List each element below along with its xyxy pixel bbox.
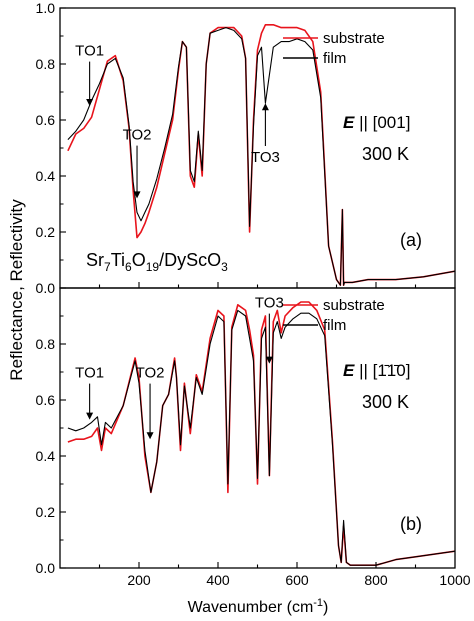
sample-formula-subscript: 3	[221, 260, 228, 274]
legend-label-film: film	[323, 317, 346, 334]
annotation-label-to1: TO1	[75, 43, 104, 60]
sample-formula: Sr7Ti6O19/DyScO3	[86, 250, 228, 274]
legend-label-film: film	[323, 50, 346, 67]
annotation-label-to2: TO2	[123, 127, 152, 144]
annotation-label-to2: TO2	[136, 365, 165, 382]
polarization-label: E || [1̄1̄0]	[343, 361, 410, 380]
sample-formula-element: O	[132, 250, 146, 270]
y-tick-label: 0.6	[36, 112, 56, 128]
y-tick-label: 0.4	[36, 448, 56, 464]
panel-label: (b)	[400, 514, 422, 534]
y-tick-label: 0.2	[36, 504, 56, 520]
polarization-value: [1̄1̄0]	[373, 361, 411, 380]
annotation-label-to1: TO1	[75, 365, 104, 382]
panel-a: 0.0 0.2 0.4 0.6 0.8 1.0 substrate film TO1 TO2 TO3…	[36, 0, 456, 296]
x-tick-label: 200	[127, 572, 151, 588]
polarization-sep: ||	[354, 113, 372, 132]
x-axis-label-end: )	[323, 599, 328, 616]
polarization-e: E	[343, 113, 355, 132]
sample-formula-subscript: 19	[146, 260, 160, 274]
annotation-label-to3: TO3	[251, 149, 280, 166]
y-tick-label: 0.6	[36, 392, 56, 408]
x-axis-label: Wavenumber (cm-1)	[188, 597, 329, 616]
annotation-arrow-head	[146, 432, 154, 440]
sample-formula-subscript: 6	[125, 260, 132, 274]
x-axis-label-sup: -1	[313, 597, 323, 609]
panel-label: (a)	[400, 230, 422, 250]
y-tick-label: 1.0	[36, 0, 56, 16]
polarization-e: E	[343, 361, 355, 380]
annotation-arrow-head	[133, 191, 141, 199]
annotation-label-to3: TO3	[255, 295, 284, 312]
y-tick-label: 0.8	[36, 336, 56, 352]
temperature-label: 300 K	[362, 144, 409, 164]
y-tick-label: 0.0	[36, 280, 56, 296]
x-tick-label: 400	[206, 572, 230, 588]
y-axis-label: Reflectance, Reflectivity	[7, 199, 26, 381]
sample-formula-element: /DySc	[159, 250, 207, 270]
x-tick-label: 600	[285, 572, 309, 588]
annotation-arrow-head	[265, 356, 273, 364]
sample-formula-subscript: 7	[104, 260, 111, 274]
x-tick-label: 800	[364, 572, 388, 588]
polarization-value: [001]	[373, 113, 411, 132]
annotation-arrow-head	[261, 103, 269, 111]
x-tick-label: 1000	[439, 572, 470, 588]
series-line-film	[67, 309, 455, 566]
temperature-label: 300 K	[362, 392, 409, 412]
series-line-film	[67, 27, 455, 286]
polarization-sep: ||	[354, 361, 372, 380]
sample-formula-element: Sr	[86, 250, 104, 270]
sample-formula-element: O	[207, 250, 221, 270]
annotation-arrow-head	[86, 412, 94, 420]
y-tick-label: 0.2	[36, 224, 56, 240]
x-axis-label-base: Wavenumber (cm	[188, 599, 314, 616]
y-tick-label: 0.0	[36, 560, 56, 576]
panel-b: 0.0 0.2 0.4 0.6 0.8 200 400 600 800 1000 substrate…	[36, 287, 471, 588]
legend-label-substrate: substrate	[323, 297, 385, 314]
y-tick-label: 0.8	[36, 56, 56, 72]
legend-label-substrate: substrate	[323, 30, 385, 47]
sample-formula-element: Ti	[111, 250, 125, 270]
polarization-label: E || [001]	[343, 113, 410, 132]
y-tick-label: 0.4	[36, 168, 56, 184]
annotation-arrow-head	[86, 99, 94, 106]
